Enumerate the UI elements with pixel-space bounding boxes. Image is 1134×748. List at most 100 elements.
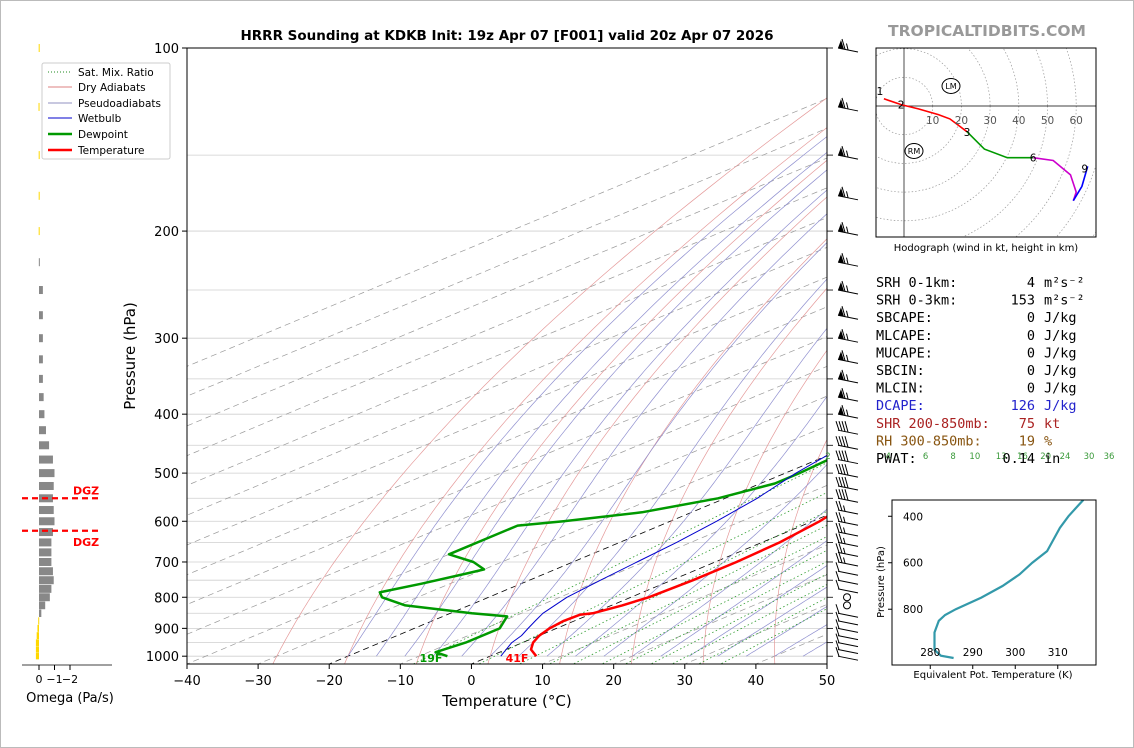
omega-bar (39, 355, 43, 364)
barb-pennant (838, 351, 844, 361)
stat-unit: m²s⁻² (1044, 293, 1085, 309)
omega-bar (39, 538, 52, 547)
surface-dewpoint-label: 19F (420, 652, 443, 665)
y-tick-label: 900 (154, 622, 179, 637)
x-axis-label: Temperature (°C) (441, 692, 571, 710)
barb-shaft (837, 485, 859, 491)
y-tick-label: 600 (154, 515, 179, 530)
stat-value: 4 (1027, 275, 1035, 291)
barb-shaft (837, 531, 859, 537)
y-tick-label: 200 (154, 225, 179, 240)
theta-e-axes: 280 290 300 310 400 600 800 (888, 511, 1068, 669)
wetbulb-profile (500, 454, 827, 657)
barb-shaft (837, 497, 859, 503)
legend-label: Dewpoint (78, 129, 128, 141)
chart-title: HRRR Sounding at KDKB Init: 19z Apr 07 [… (240, 28, 773, 44)
pseudoadiabat (660, 540, 827, 657)
wind-barb (837, 306, 859, 320)
calm-wind-circle (843, 593, 851, 602)
barb-flag (844, 450, 849, 462)
barb-half-flag (846, 409, 849, 417)
barb-flag (841, 489, 846, 500)
wind-barb (835, 633, 859, 648)
barb-flag (835, 512, 840, 522)
stat-unit: J/kg (1044, 398, 1077, 414)
hodograph-ring-label: 40 (1012, 115, 1025, 127)
wind-barb (843, 593, 851, 602)
mixing-ratio-line (572, 536, 827, 664)
barb-flag (841, 329, 846, 340)
barb-half-flag (846, 392, 849, 400)
barb-half-flag (843, 516, 846, 523)
wind-barb (835, 611, 859, 626)
pseudoadiabat (461, 213, 827, 657)
theta-e-x-tick-label: 300 (1005, 647, 1025, 659)
skewt-profiles (378, 454, 827, 658)
dry-adiabat (911, 48, 1134, 669)
barb-flag (844, 489, 849, 501)
barb-flag (835, 579, 840, 590)
pseudoadiabat (717, 586, 827, 657)
barb-half-flag (846, 102, 849, 109)
wind-barb (835, 619, 859, 633)
barb-half-flag (846, 191, 849, 198)
x-tick-label: 50 (819, 674, 836, 689)
y-tick-label: 800 (154, 591, 179, 606)
stat-unit: J/kg (1044, 363, 1077, 379)
omega-bar (39, 441, 50, 450)
barb-half-flag (846, 257, 849, 265)
barb-half-flag (843, 505, 846, 512)
wind-barb (837, 280, 859, 295)
omega-bar (39, 601, 46, 610)
barb-half-flag (846, 333, 849, 341)
barb-half-flag (843, 537, 846, 544)
barb-flag (835, 633, 840, 643)
barb-shaft (837, 627, 859, 633)
barb-shaft (837, 195, 859, 201)
y-tick-label: 1000 (146, 650, 179, 665)
omega-bar (38, 102, 40, 111)
dry-adiabat (774, 438, 827, 664)
stat-value: 0 (1027, 310, 1035, 326)
wind-barb (835, 552, 859, 567)
wind-barb (837, 369, 859, 384)
barb-shaft (837, 472, 859, 478)
omega-bar (39, 548, 52, 557)
mixing-ratio-line (518, 510, 827, 664)
stat-value: 0 (1027, 345, 1035, 361)
barb-flag (841, 280, 846, 292)
isotherm-line (187, 246, 827, 516)
y-tick-label: 400 (154, 408, 179, 423)
barb-flag (838, 552, 843, 563)
barb-shaft (837, 649, 859, 654)
barb-half-flag (846, 226, 849, 233)
omega-bar (39, 557, 52, 566)
barb-flag (841, 97, 846, 109)
storm-motion-marker (904, 143, 924, 159)
barb-half-flag (843, 557, 846, 564)
barb-shaft (837, 620, 859, 626)
omega-bar (39, 584, 52, 593)
hodograph-height-label: 9 (1081, 163, 1088, 175)
barb-flag (835, 500, 840, 511)
barb-flag (835, 489, 840, 499)
wind-barb (837, 97, 859, 112)
barb-pennant (838, 147, 844, 157)
stat-value: 75 (1019, 416, 1035, 432)
barb-pennant (838, 282, 844, 292)
wind-barb (835, 450, 859, 465)
barb-flag (835, 421, 840, 431)
barb-shaft (837, 551, 859, 557)
barb-shaft (837, 47, 859, 53)
pseudoadiabat (376, 151, 827, 657)
barb-flag (835, 571, 840, 581)
barb-shaft (837, 588, 859, 594)
barb-half-flag (843, 547, 846, 554)
barb-flag (841, 350, 846, 361)
omega-bar (39, 374, 43, 383)
legend-label: Sat. Mix. Ratio (78, 67, 154, 79)
skewt-background-lines (187, 48, 1134, 669)
stat-unit: J/kg (1044, 345, 1077, 361)
dgz-label-top: DGZ (73, 484, 99, 497)
